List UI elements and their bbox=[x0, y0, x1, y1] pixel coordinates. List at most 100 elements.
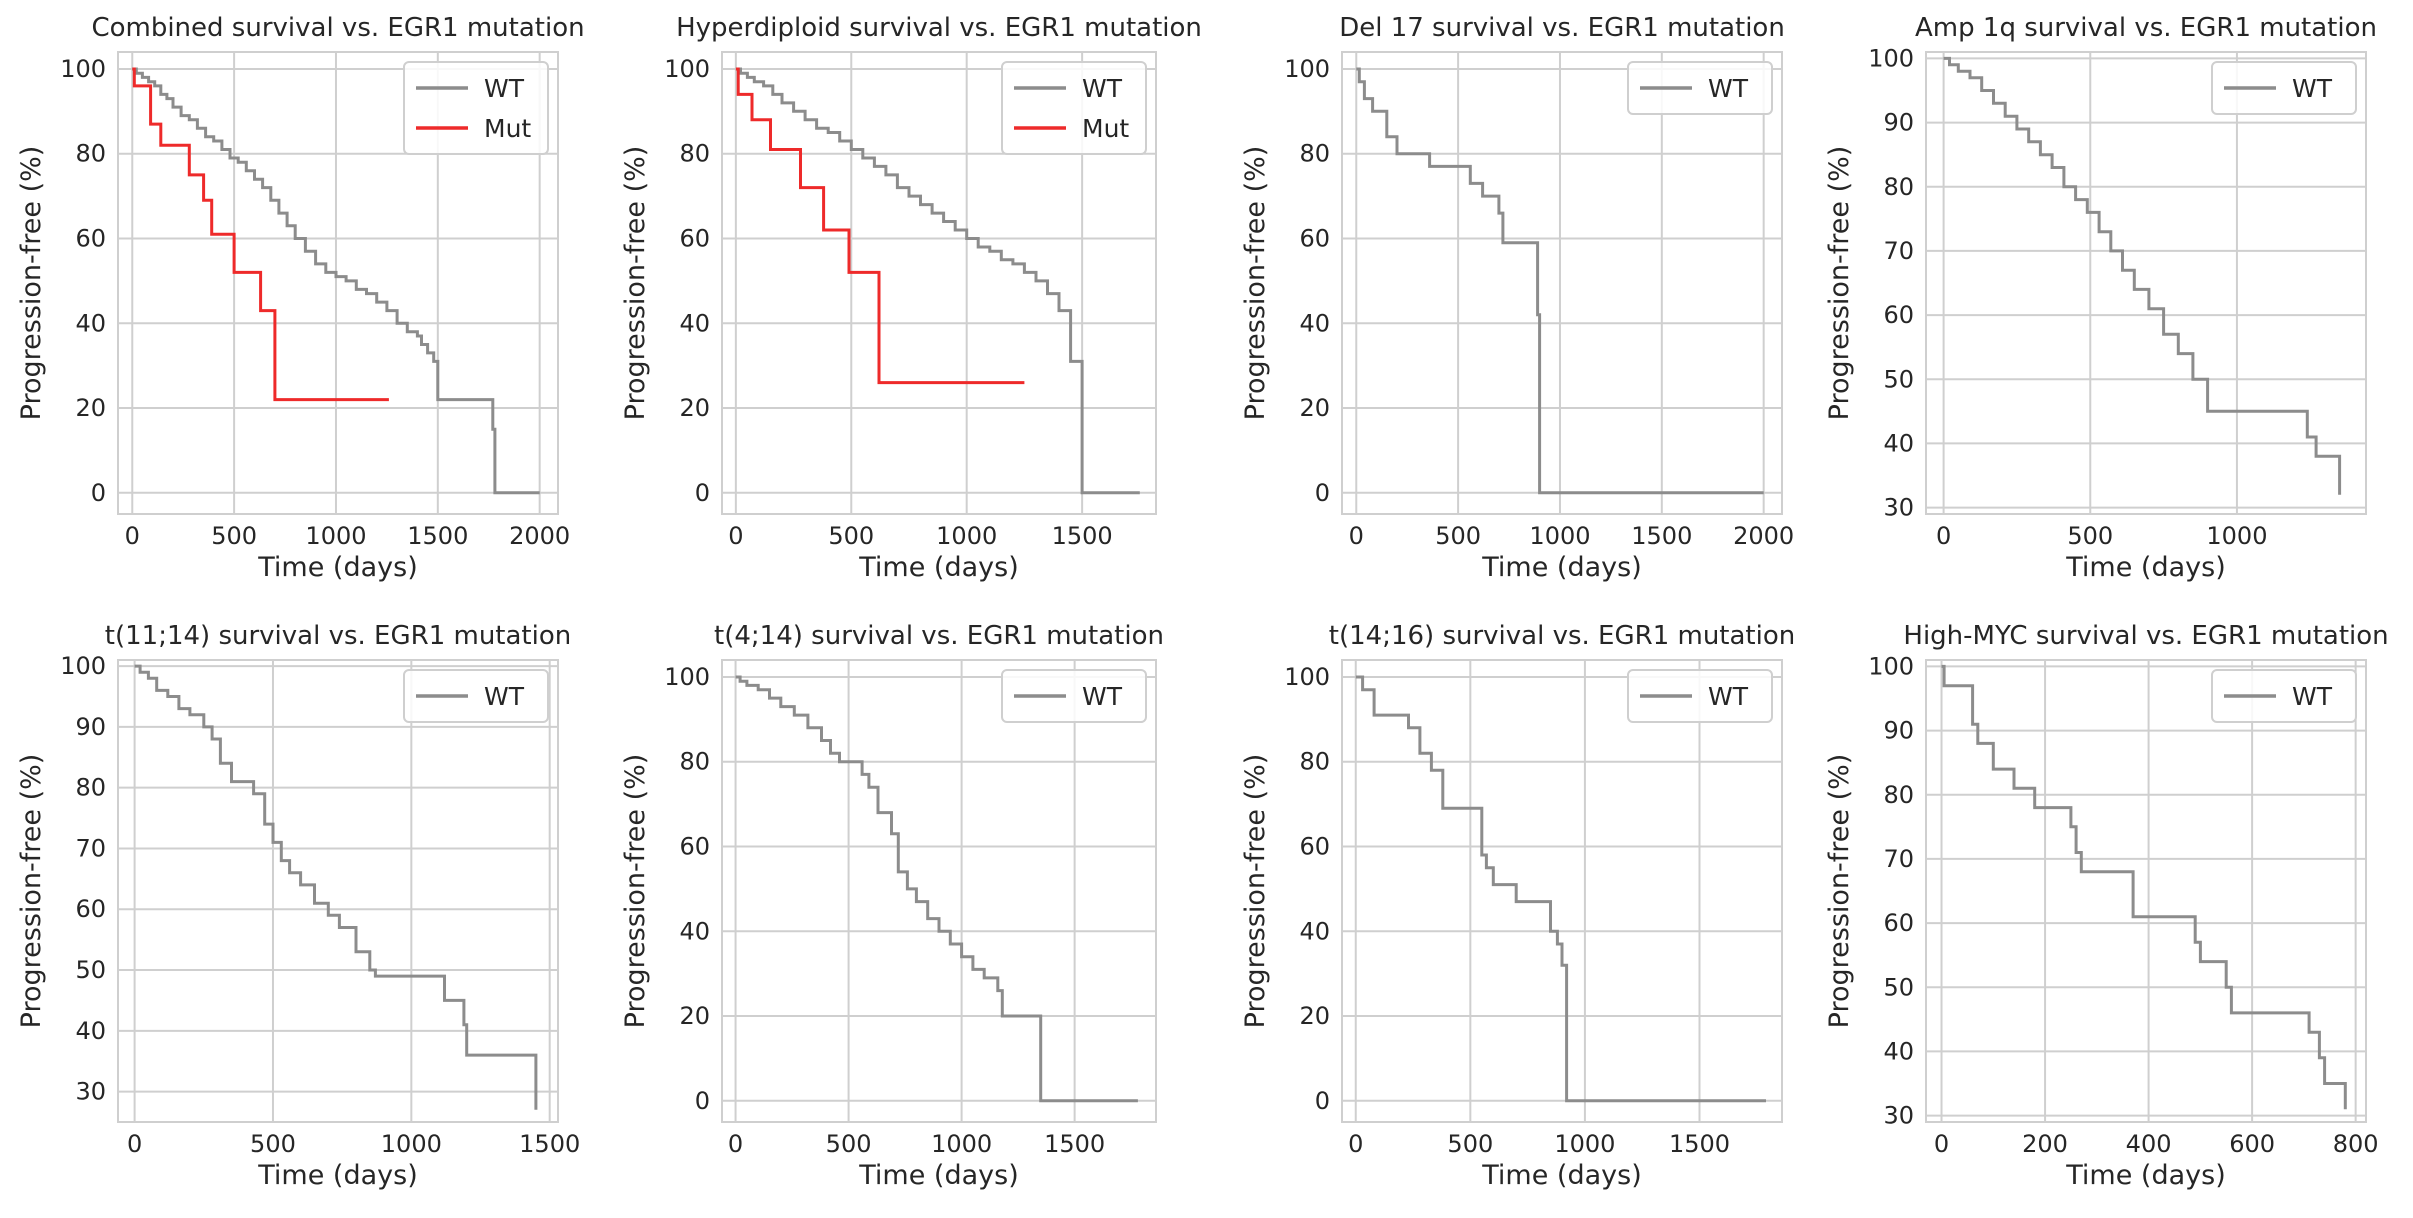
x-tick-label: 0 bbox=[1934, 1130, 1949, 1158]
x-tick-label: 500 bbox=[2067, 522, 2113, 550]
x-axis-label: Time (days) bbox=[858, 552, 1018, 583]
y-tick-label: 60 bbox=[75, 895, 106, 923]
series-line-mut bbox=[735, 67, 1025, 385]
x-tick-label: 0 bbox=[728, 1130, 743, 1158]
legend-box bbox=[2211, 61, 2357, 115]
x-tick-label: 1000 bbox=[381, 1130, 442, 1158]
x-tick-label: 200 bbox=[2022, 1130, 2068, 1158]
chart-title: t(4;14) survival vs. EGR1 mutation bbox=[714, 621, 1164, 651]
y-axis-label: Progression-free (%) bbox=[620, 754, 651, 1029]
legend-label: WT bbox=[1708, 74, 1749, 103]
x-axis-label: Time (days) bbox=[858, 1160, 1018, 1191]
y-tick-label: 80 bbox=[1299, 140, 1330, 168]
x-tick-label: 500 bbox=[826, 1130, 872, 1158]
chart-title: Combined survival vs. EGR1 mutation bbox=[91, 13, 584, 43]
x-tick-label: 1500 bbox=[1669, 1130, 1730, 1158]
legend-label: WT bbox=[1082, 74, 1123, 103]
y-axis-label: Progression-free (%) bbox=[1824, 146, 1855, 421]
y-tick-label: 0 bbox=[695, 1087, 710, 1115]
chart-title: Del 17 survival vs. EGR1 mutation bbox=[1339, 13, 1785, 43]
y-tick-label: 100 bbox=[60, 55, 106, 83]
y-tick-label: 40 bbox=[1883, 429, 1914, 457]
legend-label: WT bbox=[484, 682, 525, 711]
y-tick-label: 60 bbox=[1299, 832, 1330, 860]
legend-label: WT bbox=[2292, 682, 2333, 711]
legend: WT bbox=[1001, 669, 1147, 723]
y-tick-label: 80 bbox=[1883, 781, 1914, 809]
plot-frame bbox=[721, 51, 1157, 515]
y-tick-label: 80 bbox=[679, 140, 710, 168]
legend: WT bbox=[1627, 669, 1773, 723]
y-tick-label: 90 bbox=[1883, 717, 1914, 745]
y-tick-label: 70 bbox=[1883, 237, 1914, 265]
chart-title: High-MYC survival vs. EGR1 mutation bbox=[1903, 621, 2388, 651]
x-axis-label: Time (days) bbox=[1481, 552, 1641, 583]
y-tick-label: 100 bbox=[1284, 663, 1330, 691]
x-tick-label: 1500 bbox=[519, 1130, 580, 1158]
y-tick-label: 100 bbox=[664, 663, 710, 691]
x-tick-label: 1000 bbox=[1529, 522, 1590, 550]
y-axis-label: Progression-free (%) bbox=[16, 754, 47, 1029]
chart-panel-8: 0 200 400 600 800 30 40 50 60 70 80 90 100 High-MYC s… bbox=[1824, 621, 2389, 1191]
x-tick-label: 500 bbox=[1447, 1130, 1493, 1158]
legend-box bbox=[2211, 669, 2357, 723]
y-tick-label: 40 bbox=[75, 1017, 106, 1045]
legend-box bbox=[1001, 669, 1147, 723]
chart-svg: 0 500 1000 1500 0 20 40 60 80 100 t(14;16) surviva… bbox=[1240, 621, 1795, 1191]
legend-box bbox=[1001, 61, 1147, 155]
legend-label: WT bbox=[1708, 682, 1749, 711]
chart-panel-2: 0 500 1000 1500 0 20 40 60 80 100 Hyperdiploid sur… bbox=[620, 13, 1202, 583]
series-line-wt bbox=[1356, 67, 1764, 495]
y-tick-label: 30 bbox=[75, 1078, 106, 1106]
y-tick-label: 40 bbox=[1299, 309, 1330, 337]
series-line-wt bbox=[735, 67, 1140, 495]
y-tick-label: 0 bbox=[1315, 479, 1330, 507]
y-tick-label: 90 bbox=[1883, 109, 1914, 137]
legend-box bbox=[403, 669, 549, 723]
y-tick-label: 80 bbox=[1883, 173, 1914, 201]
series-line-wt bbox=[134, 664, 538, 1110]
chart-panel-5: 0 500 1000 1500 30 40 50 60 70 80 90 100 t(11;14) su… bbox=[16, 621, 580, 1191]
chart-svg: 0 500 1000 1500 2000 0 20 40 60 80 100 Combined sur… bbox=[16, 13, 585, 583]
x-tick-label: 1000 bbox=[305, 522, 366, 550]
x-tick-label: 0 bbox=[125, 522, 140, 550]
y-tick-label: 70 bbox=[1883, 845, 1914, 873]
legend: WT bbox=[1627, 61, 1773, 115]
plot-frame bbox=[1925, 659, 2367, 1123]
y-tick-label: 100 bbox=[1284, 55, 1330, 83]
series-line-wt bbox=[1355, 675, 1766, 1103]
chart-panel-1: 0 500 1000 1500 2000 0 20 40 60 80 100 Combined sur… bbox=[16, 13, 585, 583]
y-tick-label: 60 bbox=[1883, 301, 1914, 329]
y-tick-label: 40 bbox=[679, 917, 710, 945]
x-tick-label: 400 bbox=[2126, 1130, 2172, 1158]
y-tick-label: 20 bbox=[1299, 394, 1330, 422]
y-tick-label: 0 bbox=[1315, 1087, 1330, 1115]
y-tick-label: 20 bbox=[679, 1002, 710, 1030]
series-line-wt bbox=[132, 67, 540, 495]
y-tick-label: 60 bbox=[1883, 909, 1914, 937]
x-tick-label: 1500 bbox=[407, 522, 468, 550]
x-tick-label: 500 bbox=[828, 522, 874, 550]
legend-label: Mut bbox=[1082, 114, 1129, 143]
y-tick-label: 80 bbox=[1299, 748, 1330, 776]
x-tick-label: 1000 bbox=[1554, 1130, 1615, 1158]
y-tick-label: 100 bbox=[664, 55, 710, 83]
y-tick-label: 50 bbox=[75, 956, 106, 984]
y-tick-label: 0 bbox=[91, 479, 106, 507]
y-tick-label: 20 bbox=[1299, 1002, 1330, 1030]
legend: WT bbox=[2211, 669, 2357, 723]
legend: WT bbox=[403, 669, 549, 723]
legend: WT Mut bbox=[403, 61, 549, 155]
plot-frame bbox=[1341, 659, 1783, 1123]
legend-box bbox=[1627, 669, 1773, 723]
y-tick-label: 20 bbox=[75, 394, 106, 422]
x-tick-label: 1500 bbox=[1052, 522, 1113, 550]
x-tick-label: 500 bbox=[250, 1130, 296, 1158]
y-tick-label: 100 bbox=[1868, 44, 1914, 72]
y-tick-label: 60 bbox=[75, 224, 106, 252]
plot-frame bbox=[1925, 51, 2367, 515]
chart-svg: 0 500 1000 1500 0 20 40 60 80 100 Hyperdiploid sur… bbox=[620, 13, 1202, 583]
chart-panel-3: 0 500 1000 1500 2000 0 20 40 60 80 100 Del 17 survi… bbox=[1240, 13, 1794, 583]
y-tick-label: 40 bbox=[679, 309, 710, 337]
